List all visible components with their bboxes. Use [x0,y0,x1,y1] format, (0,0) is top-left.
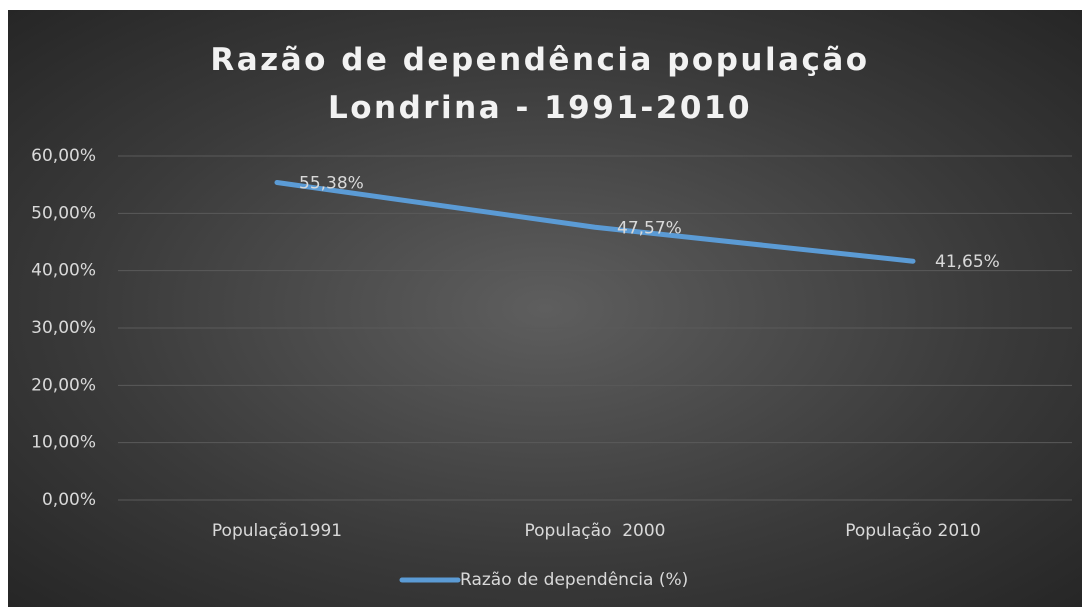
y-tick-label: 50,00% [31,203,96,223]
data-label: 47,57% [617,218,682,238]
chart-title: Razão de dependência população Londrina … [210,42,870,126]
y-tick-label: 60,00% [31,146,96,166]
y-tick-label: 10,00% [31,433,96,453]
y-tick-label: 40,00% [31,261,96,281]
data-label: 41,65% [935,252,1000,272]
chart-background [8,10,1082,607]
y-tick-label: 0,00% [42,490,96,510]
legend-label: Razão de dependência (%) [460,570,688,590]
y-tick-label: 30,00% [31,318,96,338]
y-tick-label: 20,00% [31,375,96,395]
x-tick-label: População1991 [212,521,342,541]
x-tick-label: População 2000 [525,521,666,541]
data-label: 55,38% [299,173,364,193]
x-tick-label: População 2010 [845,521,981,541]
line [274,179,916,264]
